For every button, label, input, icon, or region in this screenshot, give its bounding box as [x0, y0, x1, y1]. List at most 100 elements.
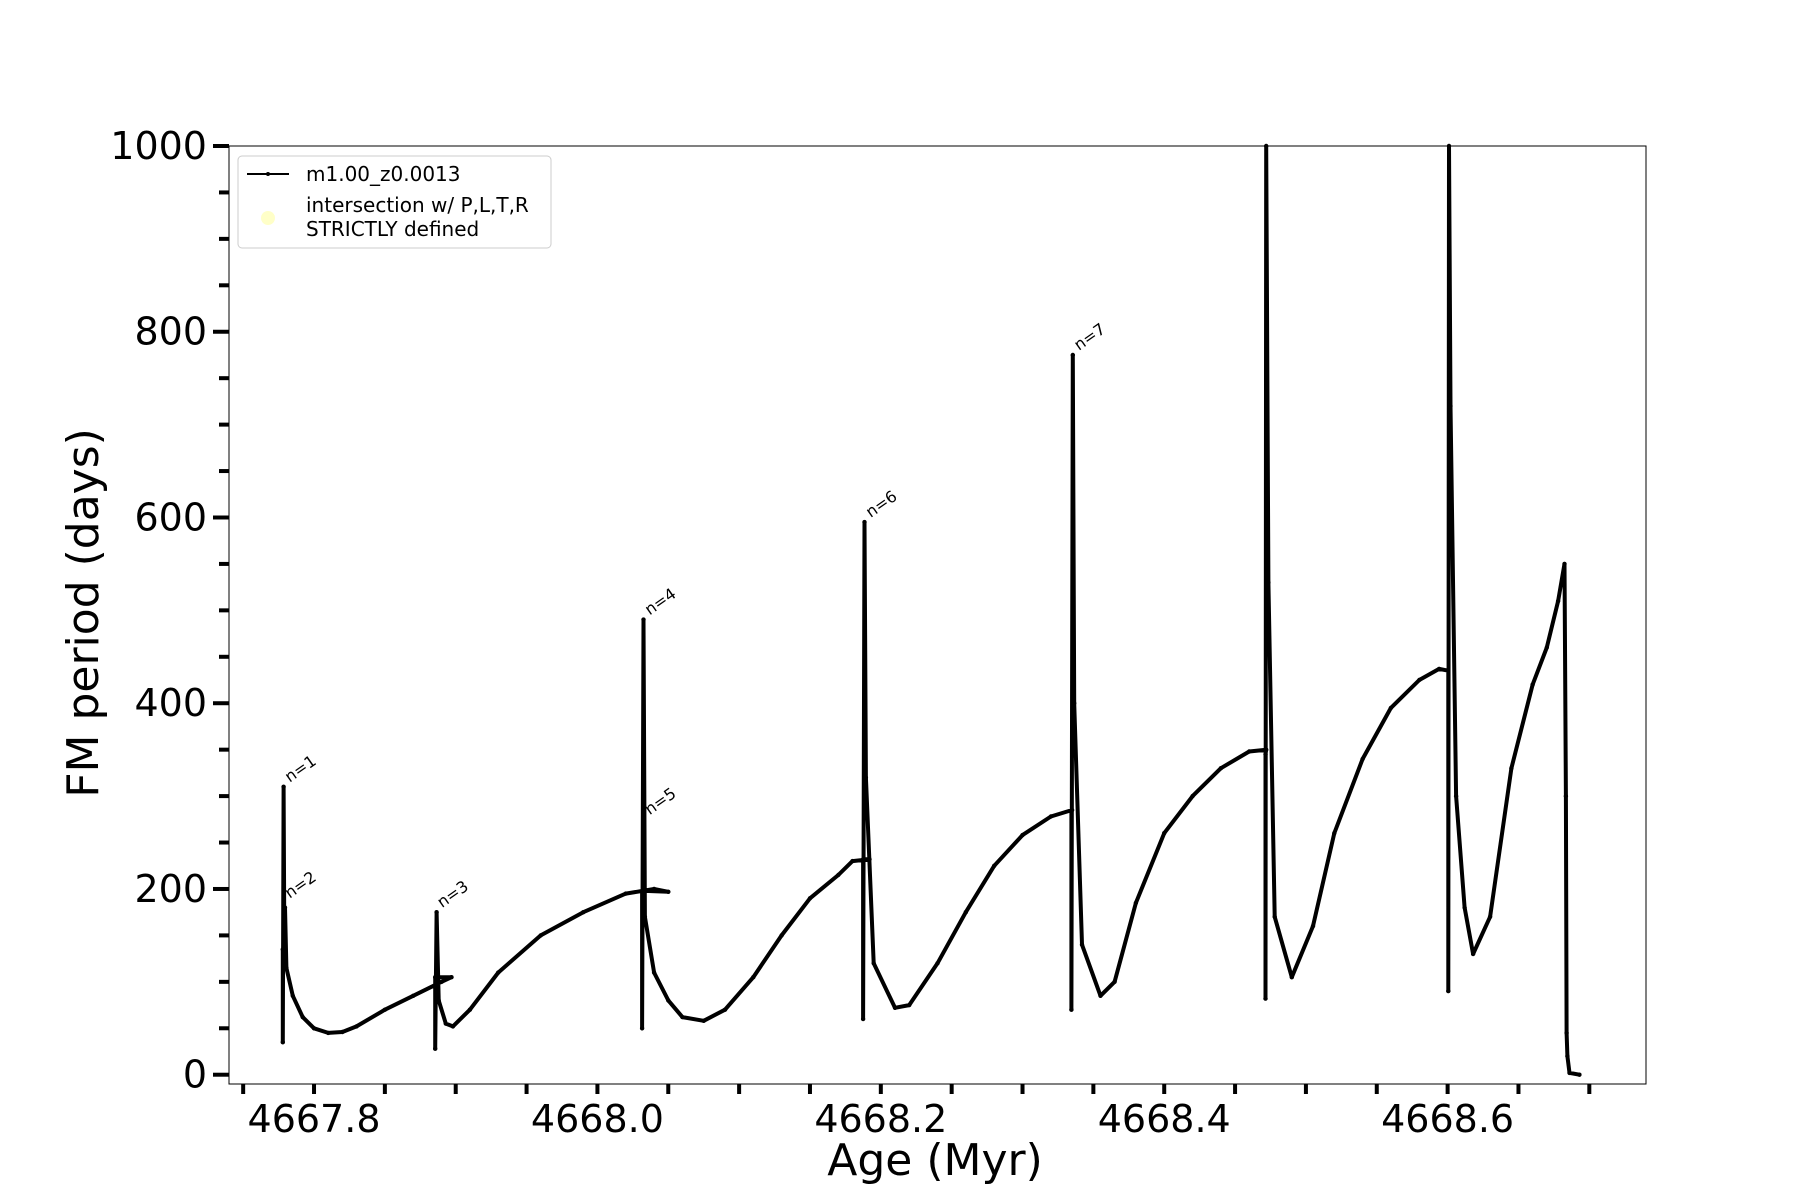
series-point	[467, 1007, 473, 1012]
annotations: n=1 n=2 n=3 n=4 n=5 n=6 n=7	[281, 319, 1109, 911]
series-point	[1247, 749, 1252, 754]
series-point	[992, 863, 997, 868]
annotation-label: n=4	[641, 584, 680, 619]
series-point	[1079, 942, 1085, 947]
plot-frame	[228, 145, 1647, 1085]
series-point	[1567, 1070, 1572, 1076]
series-point	[434, 910, 439, 915]
series-point	[1446, 668, 1451, 673]
series-point	[1263, 752, 1268, 757]
series-point	[433, 1046, 438, 1051]
series-point	[1072, 701, 1077, 706]
series-point	[290, 993, 295, 998]
series-point	[1263, 996, 1268, 1001]
series-point	[779, 933, 784, 938]
series-point	[807, 896, 813, 901]
series-point	[836, 872, 841, 878]
legend-label-intersection-line2: STRICTLY defined	[306, 217, 479, 241]
series-point	[1218, 766, 1224, 771]
series-point	[907, 1002, 912, 1008]
series-point	[433, 975, 438, 980]
series-point	[282, 933, 287, 938]
y-axis-label: FM period (days)	[58, 428, 109, 798]
y-tick-label: 200	[134, 867, 207, 911]
series-point	[1272, 914, 1277, 919]
series-point	[1563, 793, 1569, 799]
series-point	[666, 998, 671, 1003]
annotation-label: n=1	[281, 751, 320, 786]
axes-ticks: 4667.8 4668.0 4668.2 4668.4 4668.6 0 200 400 600…	[110, 124, 1592, 1141]
legend-line-dot	[266, 172, 270, 176]
series-point	[326, 1030, 331, 1036]
series-point	[1360, 756, 1365, 762]
series-point	[1446, 143, 1452, 149]
series-point	[642, 914, 648, 919]
series-point	[666, 889, 671, 894]
series-point	[963, 910, 968, 915]
series-point	[281, 784, 286, 789]
series-point	[623, 891, 628, 896]
series-point	[651, 970, 657, 975]
y-tick-label: 600	[134, 495, 207, 539]
series-point	[680, 1014, 685, 1020]
series-point	[1266, 580, 1271, 585]
legend-label-series: m1.00_z0.0013	[306, 162, 461, 186]
series-point	[860, 1016, 866, 1022]
y-tick-label: 1000	[110, 124, 207, 168]
legend: m1.00_z0.0013 intersection w/ P,L,T,R ST…	[237, 155, 552, 249]
series-line-0	[280, 144, 1582, 1077]
series-point	[751, 975, 756, 980]
series-point	[1289, 975, 1295, 980]
series-point	[1562, 561, 1567, 567]
series-point	[863, 775, 869, 780]
series-point	[1565, 1053, 1570, 1059]
legend-box	[237, 155, 552, 249]
series-point	[1470, 951, 1476, 957]
series-point	[411, 993, 416, 998]
series-point	[1448, 403, 1453, 409]
series-point	[1530, 682, 1535, 687]
series-point	[1487, 914, 1493, 919]
series-point	[280, 947, 285, 952]
series-point	[1133, 900, 1139, 906]
series-point	[1069, 1007, 1074, 1012]
series-point	[1162, 831, 1167, 836]
series-point	[701, 1018, 706, 1023]
series-point	[1020, 832, 1025, 838]
x-tick-label: 4667.8	[248, 1097, 381, 1141]
series-point	[641, 617, 646, 622]
x-tick-label: 4668.4	[1098, 1097, 1231, 1141]
plot-area	[228, 143, 1647, 1085]
series-point	[1190, 793, 1195, 799]
annotation-label: n=3	[433, 877, 472, 912]
series-point	[651, 886, 657, 892]
legend-circle-marker	[261, 211, 275, 225]
series-point	[1069, 809, 1074, 815]
series-point	[1564, 1030, 1569, 1036]
series-point	[1436, 666, 1442, 672]
series-point	[284, 965, 289, 971]
series-point	[1417, 677, 1422, 683]
series-point	[862, 519, 867, 525]
legend-label-intersection-line1: intersection w/ P,L,T,R	[306, 193, 529, 217]
series-point	[1453, 793, 1459, 799]
x-tick-label: 4668.6	[1381, 1097, 1514, 1141]
series-point	[300, 1014, 305, 1020]
series-point	[1509, 766, 1514, 771]
series-point	[1112, 979, 1117, 984]
series-point	[340, 1029, 345, 1035]
series-point	[450, 1024, 456, 1029]
series-point	[1264, 747, 1269, 752]
series-point	[1544, 645, 1550, 650]
series-point	[496, 970, 501, 975]
series-point	[860, 857, 866, 862]
annotation-label: n=7	[1070, 319, 1109, 354]
annotation-label: n=6	[862, 486, 901, 521]
series-point	[1098, 993, 1103, 998]
y-tick-label: 800	[134, 310, 207, 354]
series-point	[311, 1026, 317, 1031]
series-point	[581, 910, 586, 915]
series-point	[1264, 143, 1269, 149]
series-point	[935, 961, 940, 966]
